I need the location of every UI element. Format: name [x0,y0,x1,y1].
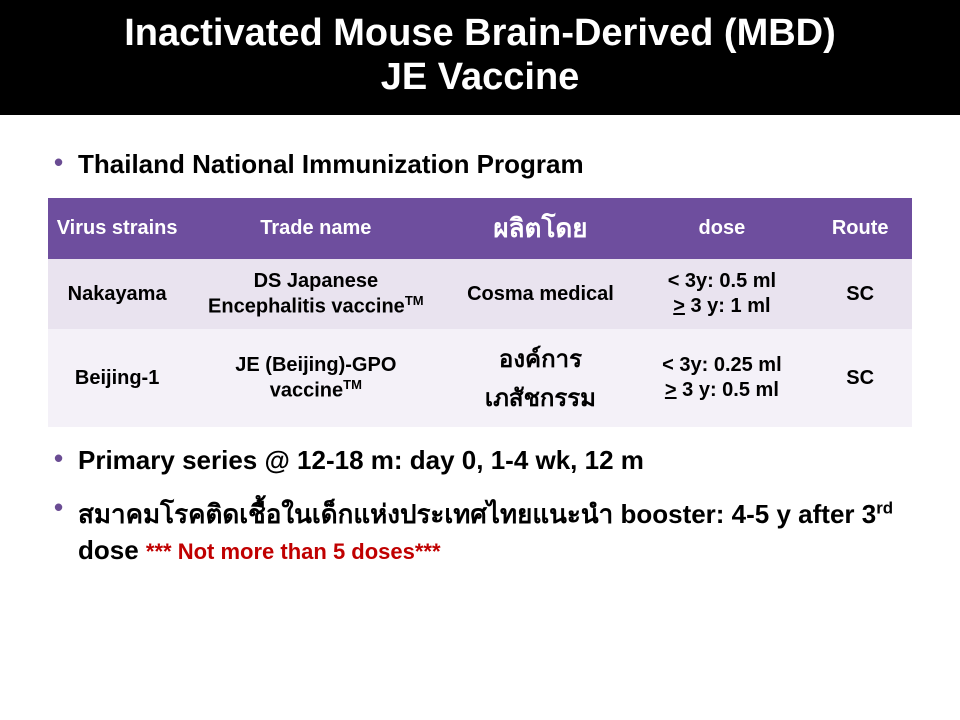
slide-content: Thailand National Immunization Program V… [0,115,960,566]
tm-mark: TM [343,377,362,392]
dose-line-2: > 3 y: 1 ml [644,294,801,319]
dose-line-2-text: 3 y: 0.5 ml [677,379,779,401]
cell-trade: DS Japanese Encephalitis vaccineTM [186,259,445,329]
trade-text: JE (Beijing)-GPO vaccine [235,354,396,402]
cell-route: SC [808,329,912,427]
ge-symbol: > [673,295,685,317]
cell-strain: Beijing-1 [48,329,186,427]
table-header-row: Virus strains Trade name ผลิตโดย dose Ro… [48,198,912,259]
booster-text-pre: สมาคมโรคติดเชื้อในเด็กแห่งประเทศไทยแนะนำ… [78,499,876,529]
bullet-list-top: Thailand National Immunization Program [48,149,912,180]
dose-line-2: > 3 y: 0.5 ml [644,378,801,403]
bullet-program: Thailand National Immunization Program [48,149,912,180]
booster-text-post: dose [78,535,146,565]
cell-route: SC [808,259,912,329]
dose-line-1: < 3y: 0.25 ml [644,353,801,378]
cell-strain: Nakayama [48,259,186,329]
ge-symbol: > [665,379,677,401]
title-line-2: JE Vaccine [10,56,950,100]
tm-mark: TM [405,293,424,308]
cell-maker: องค์การเภสัชกรรม [445,329,635,427]
title-line-1: Inactivated Mouse Brain-Derived (MBD) [10,12,950,56]
title-bar: Inactivated Mouse Brain-Derived (MBD) JE… [0,0,960,115]
col-virus-strains: Virus strains [48,198,186,259]
trade-text: DS Japanese Encephalitis vaccine [208,270,405,318]
cell-maker: Cosma medical [445,259,635,329]
dose-line-1: < 3y: 0.5 ml [644,269,801,294]
booster-warning: *** Not more than 5 doses*** [146,539,441,564]
col-dose: dose [636,198,809,259]
bullet-list-bottom: Primary series @ 12-18 m: day 0, 1-4 wk,… [48,445,912,566]
col-route: Route [808,198,912,259]
ordinal-sup: rd [876,499,893,518]
cell-trade: JE (Beijing)-GPO vaccineTM [186,329,445,427]
bullet-booster: สมาคมโรคติดเชื้อในเด็กแห่งประเทศไทยแนะนำ… [48,494,912,566]
col-trade-name: Trade name [186,198,445,259]
col-maker: ผลิตโดย [445,198,635,259]
dose-line-2-text: 3 y: 1 ml [685,295,771,317]
table-row: Beijing-1 JE (Beijing)-GPO vaccineTM องค… [48,329,912,427]
bullet-primary-series: Primary series @ 12-18 m: day 0, 1-4 wk,… [48,445,912,476]
cell-dose: < 3y: 0.5 ml > 3 y: 1 ml [636,259,809,329]
cell-dose: < 3y: 0.25 ml > 3 y: 0.5 ml [636,329,809,427]
vaccine-table: Virus strains Trade name ผลิตโดย dose Ro… [48,198,912,427]
table-row: Nakayama DS Japanese Encephalitis vaccin… [48,259,912,329]
